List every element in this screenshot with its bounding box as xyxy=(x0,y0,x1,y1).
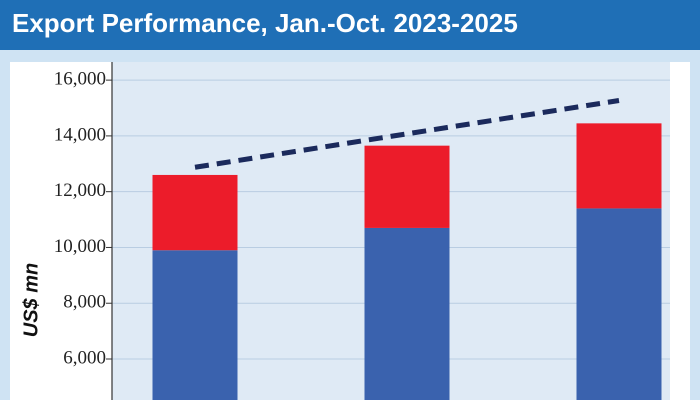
trend-line xyxy=(194,98,620,170)
bar-segment xyxy=(152,250,238,400)
y-tick-label: 8,000 xyxy=(63,292,106,313)
bar-segment xyxy=(364,227,450,400)
y-tick-label: 14,000 xyxy=(54,124,106,145)
y-tick-label: 12,000 xyxy=(54,180,106,201)
bar-segment xyxy=(364,145,450,228)
y-tick-label: 6,000 xyxy=(63,347,106,368)
y-axis-label: US$ mn xyxy=(20,263,42,337)
bar-segment xyxy=(576,123,662,209)
bar-segment xyxy=(576,208,662,400)
bar-segment xyxy=(152,174,238,251)
y-tick-label: 10,000 xyxy=(54,236,106,257)
chart-title: Export Performance, Jan.-Oct. 2023-2025 xyxy=(12,8,518,38)
header-band xyxy=(0,0,700,50)
y-tick-label: 16,000 xyxy=(54,68,106,89)
